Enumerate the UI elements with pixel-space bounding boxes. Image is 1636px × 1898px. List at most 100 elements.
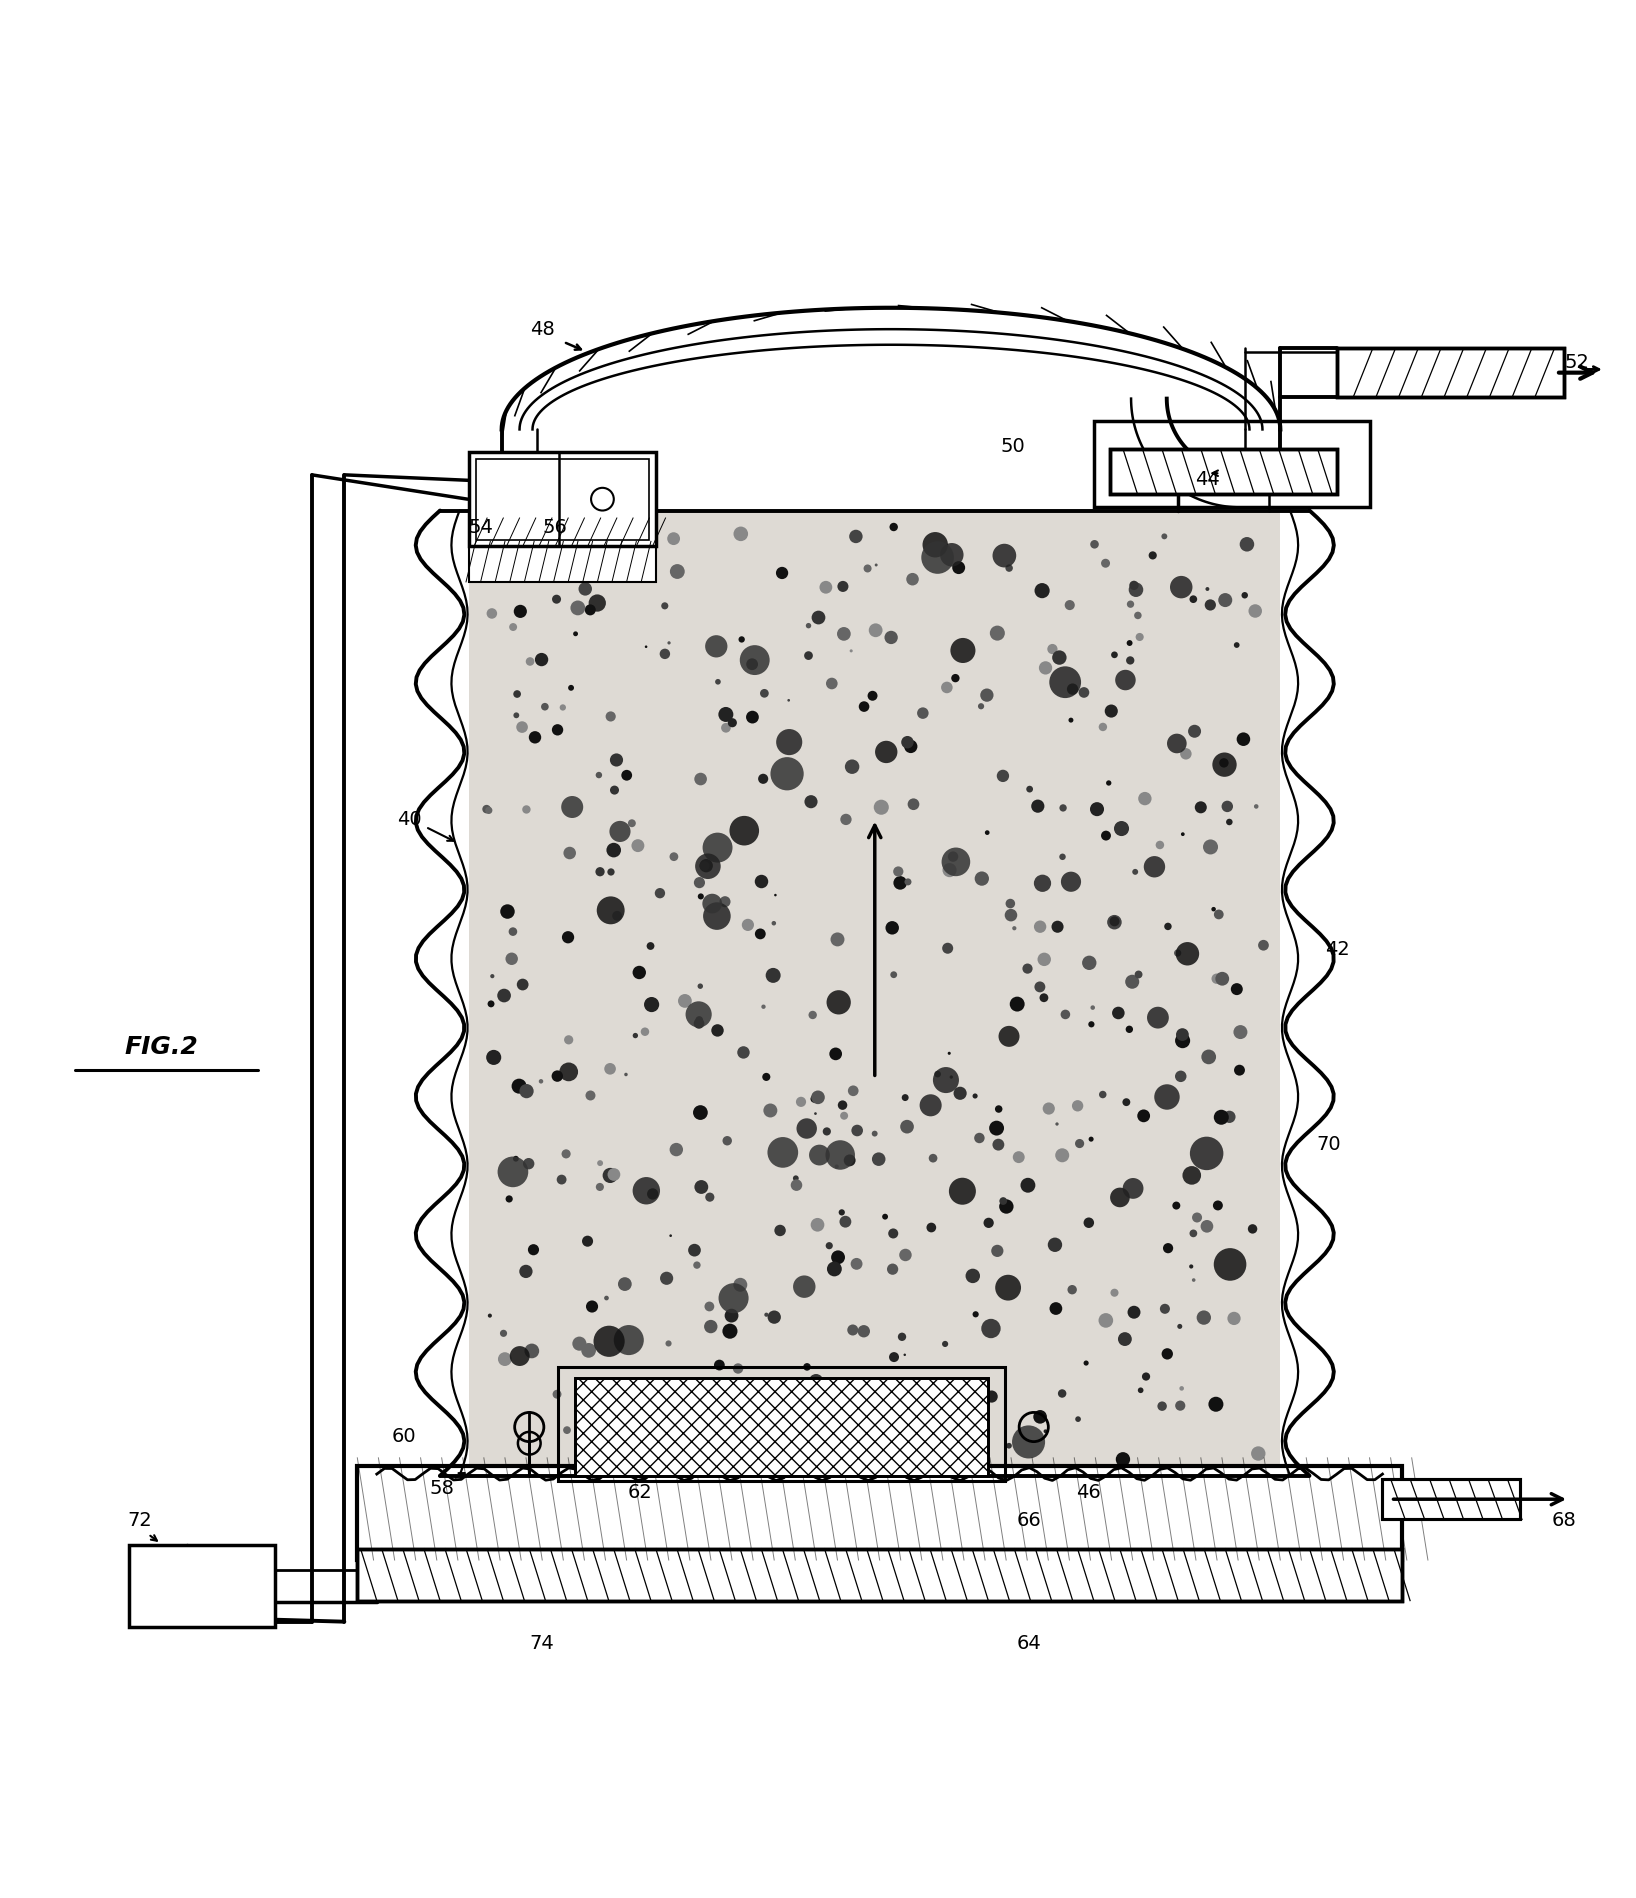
Point — [843, 522, 869, 552]
Point — [1134, 1361, 1160, 1391]
Point — [728, 520, 754, 550]
Point — [826, 987, 852, 1017]
Point — [1081, 530, 1108, 560]
Point — [813, 1116, 839, 1146]
Point — [741, 645, 767, 676]
Point — [597, 896, 623, 926]
Point — [854, 554, 880, 585]
Point — [600, 1160, 627, 1190]
Point — [880, 1219, 906, 1249]
Point — [520, 1236, 546, 1266]
Point — [816, 1230, 843, 1260]
Point — [947, 1078, 973, 1108]
Point — [1042, 1230, 1068, 1260]
Bar — [470, 454, 656, 547]
Point — [872, 1403, 898, 1433]
Point — [1250, 930, 1276, 960]
Point — [579, 1293, 605, 1323]
Point — [1098, 697, 1124, 727]
Text: 60: 60 — [393, 1425, 417, 1444]
Point — [973, 681, 1000, 712]
Point — [1227, 1055, 1253, 1086]
Point — [739, 649, 766, 679]
Point — [604, 746, 630, 776]
Point — [1202, 1389, 1229, 1420]
Point — [687, 765, 713, 795]
Point — [1198, 590, 1224, 621]
Point — [697, 1293, 723, 1323]
Text: 66: 66 — [1016, 1511, 1040, 1530]
Point — [720, 708, 746, 738]
Point — [674, 1393, 700, 1424]
Point — [556, 839, 582, 869]
Point — [622, 1021, 648, 1051]
Point — [1204, 1190, 1230, 1220]
Point — [771, 1397, 797, 1427]
Point — [941, 843, 967, 873]
Text: 52: 52 — [1564, 353, 1590, 372]
Point — [1027, 972, 1054, 1002]
Point — [1065, 1405, 1091, 1435]
Point — [1029, 869, 1055, 900]
Point — [985, 1129, 1011, 1160]
Text: FIG.2: FIG.2 — [124, 1034, 198, 1059]
Point — [1032, 1416, 1058, 1446]
Point — [1112, 666, 1139, 697]
Point — [661, 843, 687, 873]
Point — [479, 962, 506, 993]
Point — [573, 575, 599, 605]
Bar — [1382, 1479, 1520, 1520]
Point — [761, 960, 787, 991]
Point — [578, 1080, 604, 1110]
Point — [996, 554, 1022, 585]
Point — [1031, 945, 1057, 976]
Point — [934, 674, 960, 704]
Point — [717, 1317, 743, 1348]
Point — [946, 552, 972, 583]
Point — [684, 1251, 710, 1281]
Point — [1116, 1015, 1142, 1046]
Text: 72: 72 — [128, 1511, 152, 1530]
Point — [587, 1148, 614, 1179]
Point — [936, 856, 962, 886]
Point — [664, 556, 690, 586]
Point — [514, 795, 540, 826]
Point — [638, 991, 664, 1021]
Text: 74: 74 — [530, 1634, 555, 1653]
Point — [995, 1274, 1021, 1304]
Point — [576, 549, 602, 579]
Point — [718, 1300, 744, 1330]
Point — [869, 793, 895, 824]
Point — [833, 805, 859, 835]
Point — [833, 1207, 859, 1237]
Point — [1206, 900, 1232, 930]
Point — [1006, 1143, 1032, 1173]
Point — [951, 636, 977, 666]
Point — [1044, 1108, 1070, 1139]
Bar — [1094, 421, 1369, 509]
Point — [844, 1249, 870, 1279]
Text: 50: 50 — [1000, 437, 1026, 456]
Point — [699, 888, 725, 919]
Point — [524, 520, 550, 550]
Point — [730, 1038, 756, 1069]
Point — [1163, 729, 1189, 759]
Point — [476, 1300, 502, 1330]
Point — [807, 1141, 833, 1171]
Point — [1014, 955, 1040, 985]
Point — [829, 571, 856, 602]
Point — [1142, 852, 1168, 883]
Point — [805, 1082, 831, 1112]
Point — [789, 1088, 815, 1118]
Point — [519, 1336, 545, 1367]
Point — [1181, 1266, 1207, 1296]
Point — [1049, 843, 1075, 873]
Point — [713, 714, 739, 744]
Point — [937, 1063, 964, 1093]
Point — [749, 765, 775, 795]
Point — [705, 1015, 731, 1046]
Point — [1217, 1249, 1243, 1279]
Point — [753, 1300, 779, 1330]
Point — [769, 558, 795, 588]
Point — [1180, 585, 1206, 615]
